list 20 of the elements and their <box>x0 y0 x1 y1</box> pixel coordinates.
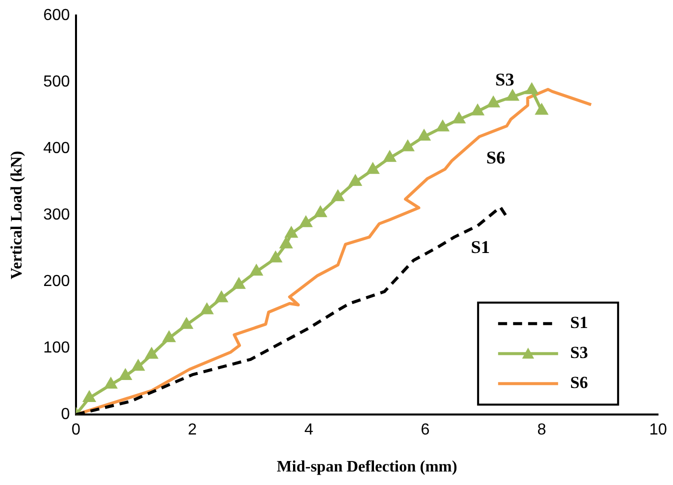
y-tick-label: 300 <box>43 206 70 224</box>
x-tick-label: 4 <box>304 422 314 439</box>
annotation: S1 <box>470 236 490 257</box>
y-tick-label: 0 <box>60 406 70 424</box>
annotation: S6 <box>486 148 506 168</box>
x-tick-label: 10 <box>649 422 668 439</box>
y-axis-title: Vertical Load (kN) <box>8 150 26 280</box>
x-tick-label: 2 <box>188 422 197 439</box>
y-tick-label: 200 <box>43 273 70 290</box>
legend-label: S3 <box>570 342 588 362</box>
y-tick-label: 500 <box>43 74 70 91</box>
legend-label: S6 <box>570 372 588 392</box>
y-tick-label: 600 <box>43 7 70 24</box>
legend-label: S1 <box>570 312 588 332</box>
x-tick-label: 8 <box>537 422 546 439</box>
x-axis-title: Mid-span Deflection (mm) <box>276 458 458 476</box>
x-tick-label: 6 <box>420 422 430 439</box>
y-tick-label: 100 <box>43 340 70 357</box>
y-tick-label: 400 <box>43 140 70 158</box>
annotation: S3 <box>495 70 514 90</box>
